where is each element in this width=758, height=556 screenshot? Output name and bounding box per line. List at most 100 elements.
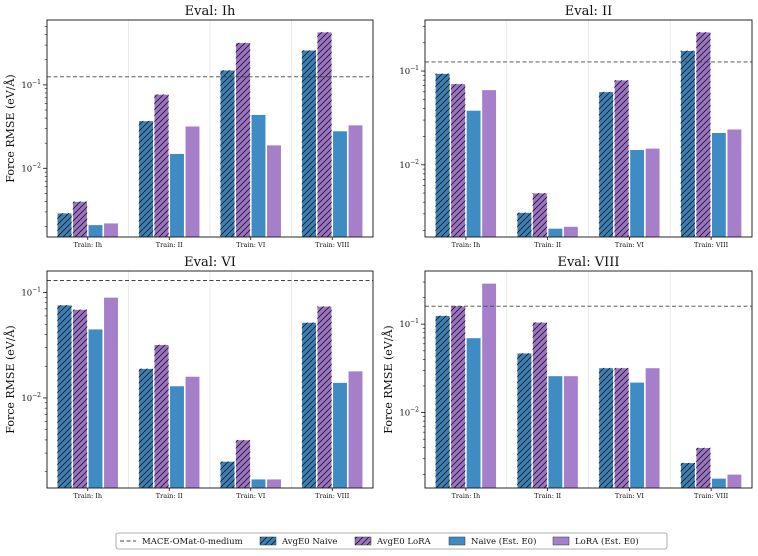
bar: [726, 474, 742, 489]
chart-title: Eval: VI: [184, 255, 236, 270]
chart-panel-3: Eval: VI Force RMSE (eV/Å) Train: Ih Train:…: [3, 255, 374, 500]
legend-entry: AvgE0 Naive: [259, 536, 337, 547]
bar-hatch: [614, 80, 629, 238]
y-tick-label: 10−1: [399, 318, 419, 330]
bar-hatch: [517, 353, 532, 488]
bar-hatch: [696, 32, 711, 237]
legend-entry: AvgE0 LoRA: [354, 536, 432, 547]
chart-title: Eval: Ih: [185, 4, 236, 19]
bar-hatch: [598, 367, 614, 488]
y-tick-label: 10−1: [399, 65, 419, 77]
x-tick-label: Train: II: [156, 241, 183, 249]
bar: [481, 89, 497, 238]
bar: [481, 283, 497, 489]
bar-hatch: [598, 91, 614, 237]
x-tick-label: Train: VIII: [315, 241, 350, 249]
chart-title: Eval: II: [565, 4, 613, 19]
bar: [347, 124, 364, 238]
bar-hatch: [72, 309, 88, 488]
bar-hatch: [220, 461, 235, 488]
legend-swatch: [448, 536, 466, 546]
bar: [184, 376, 201, 489]
bar-hatch: [450, 83, 466, 237]
bar-hatch: [532, 193, 548, 237]
x-tick-label: Train: VIII: [315, 492, 350, 500]
bar-hatch: [138, 120, 154, 237]
bar-hatch: [138, 368, 154, 488]
x-tick-label: Train: II: [534, 492, 561, 500]
y-tick-label: 10−2: [399, 159, 419, 171]
y-tick-label: 10−2: [21, 162, 41, 174]
bar: [347, 370, 364, 489]
y-tick-label: 10−2: [399, 407, 419, 419]
bar: [726, 128, 742, 238]
legend-entry: MACE-OMat-0-medium: [120, 537, 243, 547]
y-tick-label: 10−1: [21, 79, 41, 91]
bar-hatch: [301, 322, 317, 488]
x-tick-label: Train: VI: [615, 492, 645, 500]
legend-label: Naive (Est. E0): [471, 536, 536, 547]
bar: [466, 110, 482, 238]
bar: [711, 478, 727, 489]
chart-panel-2: Eval: II Train: Ih Train: II Train: VI Train…: [399, 4, 753, 249]
axes-frame: [46, 270, 374, 489]
bar: [629, 149, 645, 238]
bar-hatch: [435, 73, 450, 237]
legend: MACE-OMat-0-medium AvgE0 Naive AvgE0 LoRA N…: [115, 532, 668, 550]
bar-hatch: [435, 315, 450, 488]
bar-hatch: [532, 322, 548, 488]
bar-hatch: [154, 344, 169, 488]
bar: [466, 337, 482, 489]
legend-swatch-hatch: [260, 537, 276, 545]
x-tick-label: Train: VIII: [694, 241, 729, 249]
bar: [563, 375, 579, 489]
x-tick-label: Train: Ih: [73, 241, 102, 249]
y-axis-label: Force RMSE (eV/Å): [3, 74, 17, 182]
chart-panel-4: Eval: VIII Force RMSE (eV/Å) Train: Ih Trai…: [381, 255, 753, 500]
bar: [87, 224, 104, 238]
x-tick-label: Train: Ih: [452, 492, 481, 500]
legend-entry: Naive (Est. E0): [448, 536, 536, 547]
bar: [266, 144, 282, 238]
bar-hatch: [72, 201, 88, 237]
y-axis-label: Force RMSE (eV/Å): [381, 325, 395, 433]
bar: [266, 478, 282, 489]
bar: [645, 367, 661, 489]
chart-title: Eval: VIII: [557, 255, 619, 270]
bar-hatch: [680, 462, 696, 488]
y-axis-label: Force RMSE (eV/Å): [3, 325, 17, 433]
bar: [103, 297, 119, 489]
bar: [169, 153, 185, 238]
x-tick-label: Train: VI: [236, 241, 266, 249]
y-tick-label: 10−1: [21, 287, 41, 299]
bar-hatch: [154, 94, 169, 237]
bar-hatch: [696, 447, 711, 488]
bar-hatch: [220, 70, 235, 237]
bar-hatch: [450, 306, 466, 488]
bar-hatch: [614, 367, 629, 488]
bar: [547, 228, 563, 238]
bar: [250, 478, 267, 489]
bar-hatch: [57, 213, 72, 237]
bar-hatch: [235, 439, 251, 488]
x-tick-label: Train: VIII: [694, 492, 729, 500]
bar-hatch: [57, 305, 72, 488]
legend-box: [115, 532, 668, 550]
bar: [629, 381, 645, 489]
bar-hatch: [317, 32, 332, 237]
bar: [332, 382, 348, 489]
x-tick-label: Train: Ih: [452, 241, 481, 249]
legend-entry: LoRA (Est. E0): [552, 536, 639, 547]
bar-hatch: [317, 306, 332, 488]
bar-hatch: [301, 50, 317, 238]
bar: [103, 222, 119, 238]
legend-swatch: [552, 536, 570, 546]
axes-frame: [424, 270, 753, 489]
x-tick-label: Train: II: [534, 241, 561, 249]
bar: [711, 132, 727, 238]
legend-label: AvgE0 Naive: [281, 537, 337, 547]
chart-panel-1: Eval: Ih Force RMSE (eV/Å) Train: Ih Train:…: [3, 4, 374, 249]
x-tick-label: Train: Ih: [73, 492, 102, 500]
bar: [645, 148, 661, 238]
